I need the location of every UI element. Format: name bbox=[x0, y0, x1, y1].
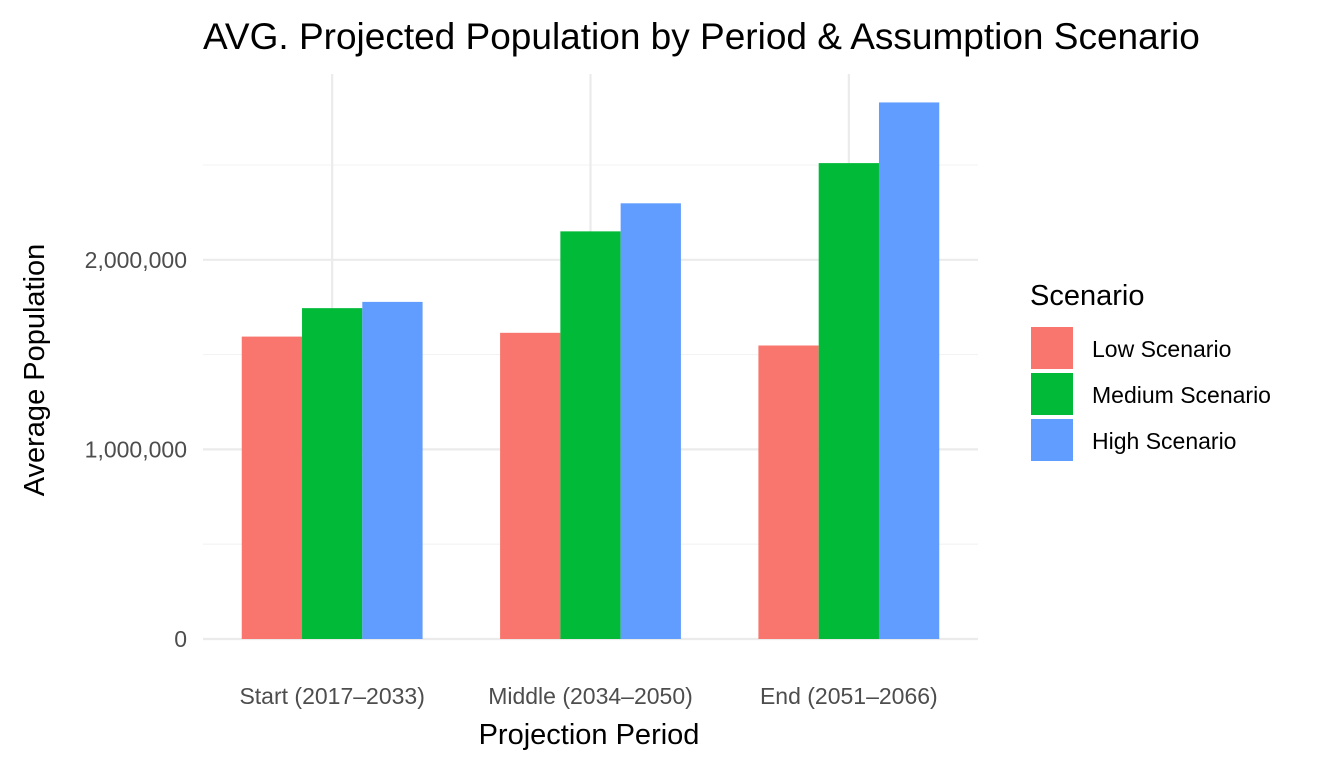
bars bbox=[241, 102, 940, 640]
y-axis-title: Average Population bbox=[19, 244, 51, 497]
legend-key bbox=[1031, 373, 1073, 415]
bar-medium-scenario bbox=[560, 231, 621, 639]
x-tick-label: End (2051–2066) bbox=[760, 683, 938, 709]
y-tick-label: 1,000,000 bbox=[85, 436, 187, 462]
bar-low-scenario bbox=[500, 332, 561, 639]
bar-medium-scenario bbox=[818, 163, 879, 640]
bar-high-scenario bbox=[620, 203, 681, 640]
y-tick-label: 0 bbox=[174, 626, 187, 652]
legend-label: Low Scenario bbox=[1092, 336, 1231, 362]
bar-low-scenario bbox=[758, 345, 819, 639]
x-axis-title: Projection Period bbox=[479, 719, 700, 751]
y-tick-label: 2,000,000 bbox=[85, 247, 187, 273]
legend: Scenario Low Scenario Medium Scenario High… bbox=[1030, 280, 1271, 461]
legend-key bbox=[1031, 327, 1073, 369]
legend-key bbox=[1031, 419, 1073, 461]
chart-title: AVG. Projected Population by Period & As… bbox=[203, 16, 1200, 57]
legend-title: Scenario bbox=[1030, 280, 1144, 312]
x-tick-label: Start (2017–2033) bbox=[239, 683, 424, 709]
legend-label: Medium Scenario bbox=[1092, 382, 1271, 408]
bar-low-scenario bbox=[241, 336, 303, 639]
legend-label: High Scenario bbox=[1092, 428, 1236, 454]
x-axis-ticks: Start (2017–2033) Middle (2034–2050) End (… bbox=[239, 683, 937, 709]
x-tick-label: Middle (2034–2050) bbox=[488, 683, 693, 709]
y-axis-ticks: 0 1,000,000 2,000,000 bbox=[85, 247, 187, 652]
bar-medium-scenario bbox=[302, 308, 363, 639]
bar-high-scenario bbox=[362, 301, 423, 639]
bar-high-scenario bbox=[878, 102, 940, 640]
